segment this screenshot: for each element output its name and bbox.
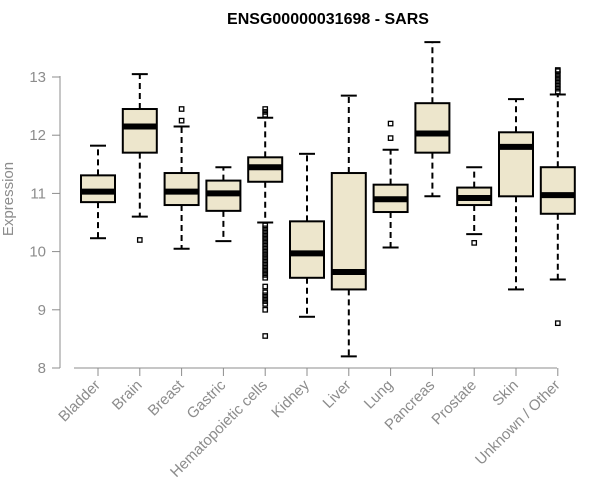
outlier-point xyxy=(262,237,269,243)
outlier-point xyxy=(262,228,269,235)
y-axis-label: Expression xyxy=(0,162,17,236)
x-tick-label: Brain xyxy=(109,377,146,414)
x-tick-label: Lung xyxy=(361,377,397,413)
box-group xyxy=(414,41,451,198)
y-tick-label: 10 xyxy=(29,244,46,261)
outlier-point xyxy=(262,245,269,252)
outlier-point xyxy=(262,254,269,261)
box-group xyxy=(372,120,409,249)
y-tick-label: 8 xyxy=(38,360,46,377)
x-tick-label: Liver xyxy=(320,377,355,412)
outlier-point xyxy=(262,260,269,267)
box-group xyxy=(289,152,325,318)
outlier-point xyxy=(554,74,561,80)
outlier-point xyxy=(262,109,269,115)
y-axis-ticks: 8 9 10 11 12 13 xyxy=(29,69,60,377)
outlier-point xyxy=(178,117,185,124)
outlier-point xyxy=(262,222,269,229)
y-tick-label: 12 xyxy=(29,127,46,144)
box-group xyxy=(205,166,242,243)
outlier-point xyxy=(387,120,394,127)
box-group xyxy=(247,106,284,339)
box-group xyxy=(121,73,158,243)
outlier-point xyxy=(554,79,561,86)
outlier-point xyxy=(262,106,269,112)
x-tick-label: Prostate xyxy=(428,377,480,429)
outlier-point xyxy=(262,266,269,272)
box-iqr xyxy=(121,108,158,154)
y-tick-label: 9 xyxy=(38,302,46,319)
box-series xyxy=(80,41,576,358)
outlier-point xyxy=(262,248,269,255)
outlier-point xyxy=(262,298,269,304)
outlier-point xyxy=(262,274,269,281)
outlier-point xyxy=(262,257,269,264)
x-tick-label: Kidney xyxy=(268,376,313,421)
box-group xyxy=(80,144,116,240)
outlier-point xyxy=(554,85,561,92)
outlier-point xyxy=(471,240,478,246)
outlier-point xyxy=(262,272,269,278)
box-group xyxy=(330,94,367,358)
outlier-point xyxy=(554,320,561,327)
y-tick-label: 13 xyxy=(29,69,46,86)
x-tick-label: Skin xyxy=(489,377,522,410)
outlier-point xyxy=(554,88,561,95)
outlier-point xyxy=(136,237,143,243)
y-tick-label: 11 xyxy=(30,185,46,202)
x-tick-label: Breast xyxy=(145,376,188,419)
outlier-point xyxy=(262,289,269,296)
chart-title: ENSG00000031698 - SARS xyxy=(227,11,429,28)
box-iqr xyxy=(414,102,451,154)
outlier-point xyxy=(554,77,561,83)
outlier-point xyxy=(554,82,561,89)
box-group xyxy=(498,98,534,291)
outlier-point xyxy=(554,67,561,73)
outlier-point xyxy=(262,251,269,258)
box-iqr xyxy=(539,166,576,215)
box-group xyxy=(163,106,200,250)
outlier-point xyxy=(387,135,394,141)
box-group xyxy=(456,166,493,246)
outlier-point xyxy=(262,234,269,240)
box-iqr xyxy=(289,220,325,279)
box-iqr xyxy=(498,131,534,198)
outlier-point xyxy=(262,111,269,118)
outlier-point xyxy=(262,231,269,237)
outlier-point xyxy=(262,292,269,299)
outlier-point xyxy=(262,240,269,246)
outlier-point xyxy=(262,263,269,270)
box-group xyxy=(539,67,576,327)
outlier-point xyxy=(262,301,269,307)
outlier-point xyxy=(262,225,269,232)
outlier-point xyxy=(262,333,269,339)
outlier-point xyxy=(262,306,269,313)
outlier-point xyxy=(178,106,185,112)
x-tick-label: Bladder xyxy=(55,377,104,426)
outlier-point xyxy=(262,269,269,275)
outlier-point xyxy=(262,242,269,249)
outlier-point xyxy=(262,295,269,302)
outlier-point xyxy=(262,283,269,290)
